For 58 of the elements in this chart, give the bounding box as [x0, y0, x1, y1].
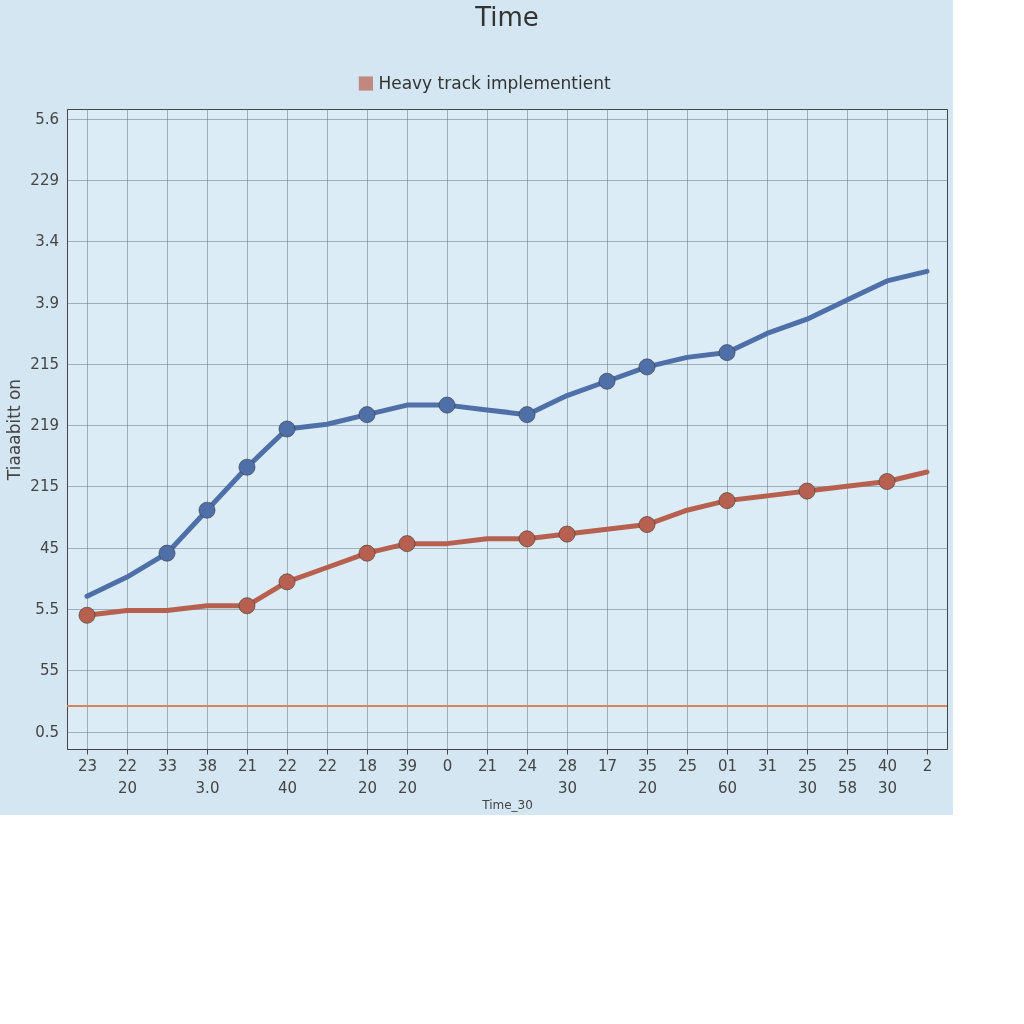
x-tick-label: 24 [517, 756, 538, 775]
x-tick-label: 2 [922, 756, 933, 775]
point [438, 396, 456, 414]
x-axis-title: Time_30 [481, 797, 533, 812]
x-tick-label: 17 [597, 756, 618, 775]
point [238, 597, 256, 615]
text: 229 [30, 170, 59, 189]
point [518, 530, 536, 548]
point [358, 544, 376, 562]
text: 3.9 [35, 293, 59, 312]
point [78, 606, 96, 624]
point [718, 492, 736, 509]
x-tick-label: 21 [477, 756, 498, 775]
x-tick-label: 25 [677, 756, 698, 775]
text: 0.5 [35, 722, 59, 741]
point [238, 458, 256, 476]
point [798, 482, 816, 500]
x-tick-label: 33 [157, 756, 178, 775]
x-tick-label: 39 20 [397, 756, 418, 797]
point [638, 358, 656, 376]
x-tick-label: 23 [77, 756, 98, 775]
x-tick-label: 40 30 [877, 756, 898, 797]
text: 215 [30, 354, 59, 373]
text: 55 [39, 661, 59, 680]
text: 219 [30, 416, 59, 435]
text: 45 [39, 538, 59, 557]
x-tick-label: 31 [757, 756, 778, 775]
chart-title: Time [474, 2, 539, 32]
point [558, 525, 576, 543]
point [198, 501, 216, 519]
x-tick-label: 28 30 [557, 756, 578, 797]
x-tick-label: 18 20 [357, 756, 378, 797]
x-tick-label: 25 30 [797, 756, 818, 797]
x-tick-label: 22 [317, 756, 338, 775]
text: 3.4 [35, 232, 59, 251]
point [358, 406, 376, 424]
point [518, 406, 536, 424]
x-tick-label: 01 60 [717, 756, 738, 797]
point [278, 420, 296, 438]
x-tick-label: 25 58 [837, 756, 858, 797]
y-axis-title: Tiaaabitt on [3, 378, 24, 482]
point [278, 573, 296, 591]
x-tick-label: 22 40 [277, 756, 298, 797]
text: 5.5 [35, 600, 59, 619]
x-tick-label: 21 [237, 756, 258, 775]
text: 215 [30, 477, 59, 496]
point [398, 535, 416, 552]
point [718, 344, 736, 361]
legend-label: Heavy track implementient [378, 72, 611, 93]
point [878, 473, 896, 490]
text: 5.6 [35, 109, 59, 128]
x-tick-label: 0 [442, 756, 453, 775]
point [158, 544, 176, 562]
x-tick-label: 35 20 [637, 756, 658, 797]
point [638, 516, 656, 533]
x-tick-label: 22 20 [117, 756, 138, 797]
point [598, 372, 616, 390]
x-tick-label: 38 3.0 [195, 756, 220, 797]
